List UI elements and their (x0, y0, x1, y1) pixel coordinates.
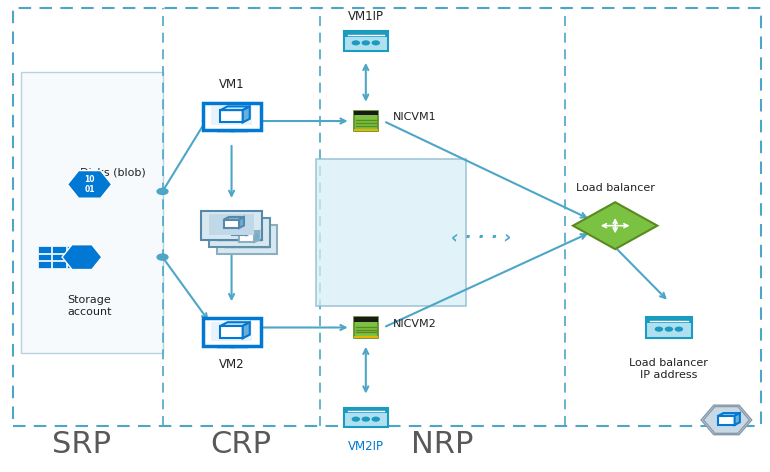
Circle shape (362, 417, 370, 422)
Text: Storage
account: Storage account (67, 295, 112, 317)
Bar (344, 408, 387, 413)
Bar (646, 317, 691, 338)
Polygon shape (718, 413, 740, 416)
Circle shape (362, 40, 370, 45)
Text: NRP: NRP (411, 430, 474, 459)
Polygon shape (220, 110, 243, 123)
Bar (353, 317, 378, 322)
Polygon shape (224, 217, 244, 219)
Circle shape (372, 417, 380, 422)
Text: CRP: CRP (210, 430, 271, 459)
Bar (38, 246, 51, 253)
Polygon shape (224, 219, 239, 228)
Polygon shape (239, 231, 259, 234)
Polygon shape (232, 224, 252, 227)
Bar (52, 261, 65, 268)
Polygon shape (247, 224, 252, 235)
Text: NICVM1: NICVM1 (393, 112, 437, 122)
Circle shape (372, 40, 380, 45)
FancyBboxPatch shape (201, 211, 262, 240)
Text: Load balancer
IP address: Load balancer IP address (629, 358, 708, 380)
Circle shape (352, 417, 360, 422)
Polygon shape (239, 217, 244, 228)
Bar (52, 254, 65, 261)
Bar (224, 228, 270, 249)
Polygon shape (232, 227, 247, 235)
Circle shape (675, 327, 683, 332)
Bar (211, 106, 252, 125)
Circle shape (352, 40, 360, 45)
Bar (52, 246, 65, 253)
Bar (38, 254, 51, 261)
Polygon shape (704, 406, 749, 433)
FancyBboxPatch shape (316, 159, 466, 306)
Bar (67, 261, 80, 268)
Text: VM2IP: VM2IP (348, 440, 383, 453)
Circle shape (156, 188, 169, 195)
Text: NICVM2: NICVM2 (393, 319, 437, 329)
Text: SRP: SRP (52, 430, 112, 459)
Polygon shape (220, 326, 243, 338)
Polygon shape (220, 322, 249, 326)
FancyBboxPatch shape (203, 102, 260, 130)
Polygon shape (68, 170, 112, 198)
Bar (353, 317, 378, 338)
Polygon shape (255, 231, 259, 242)
Polygon shape (62, 244, 102, 270)
Bar (344, 408, 387, 428)
Text: VM1IP: VM1IP (348, 9, 383, 23)
Text: ‹ · · · ›: ‹ · · · › (450, 229, 511, 247)
Bar (353, 129, 378, 131)
Polygon shape (735, 413, 740, 425)
Text: 10
01: 10 01 (85, 175, 95, 194)
Bar (67, 246, 80, 253)
Bar (211, 322, 252, 341)
Polygon shape (718, 416, 735, 425)
FancyBboxPatch shape (203, 319, 260, 346)
Bar (344, 32, 387, 51)
Circle shape (654, 327, 663, 332)
FancyBboxPatch shape (21, 72, 162, 354)
Bar (216, 221, 262, 242)
Text: VM1: VM1 (219, 78, 244, 92)
Polygon shape (573, 202, 658, 249)
Bar (353, 111, 378, 115)
Bar (67, 254, 80, 261)
FancyBboxPatch shape (209, 218, 270, 247)
Circle shape (156, 253, 169, 261)
Polygon shape (220, 106, 249, 110)
Polygon shape (239, 234, 255, 242)
Bar (353, 336, 378, 338)
Polygon shape (701, 405, 752, 435)
Bar (646, 317, 691, 322)
Bar (344, 32, 387, 36)
FancyBboxPatch shape (216, 225, 277, 254)
Text: Load balancer: Load balancer (576, 183, 654, 193)
Bar (353, 111, 378, 131)
Bar (38, 261, 51, 268)
Bar (209, 214, 254, 235)
Text: Disks (blob): Disks (blob) (80, 168, 146, 177)
Text: VM2: VM2 (219, 358, 244, 371)
Circle shape (665, 327, 673, 332)
Polygon shape (243, 322, 249, 338)
Polygon shape (243, 106, 249, 123)
